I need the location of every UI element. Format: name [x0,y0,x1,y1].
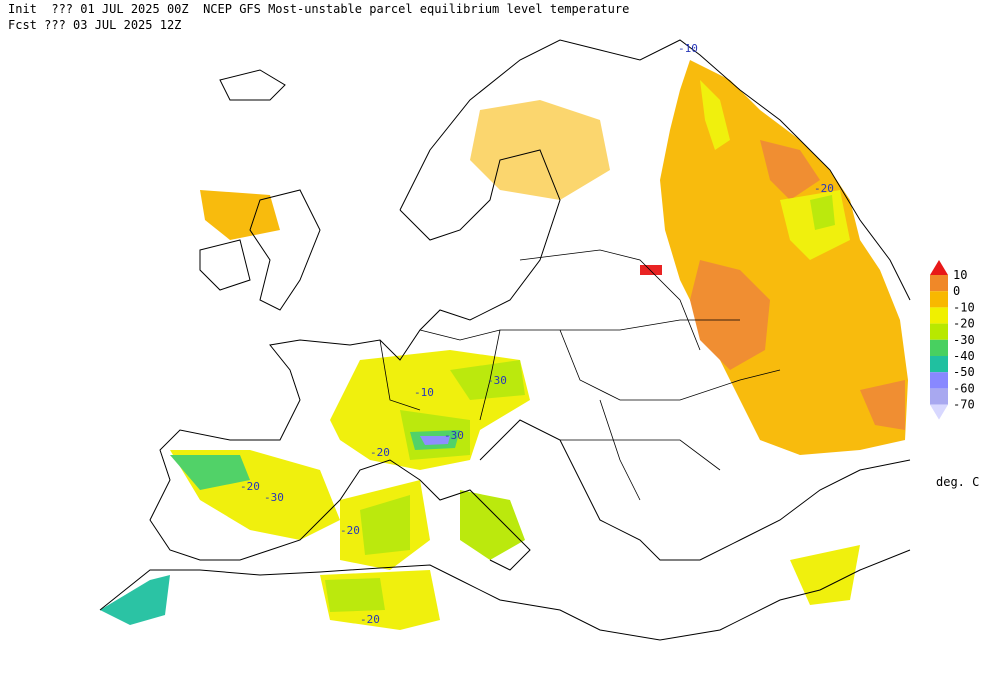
contour-label: -20 [814,182,834,195]
legend-label: 10 [953,268,967,282]
field-patch [810,195,835,230]
legend-label: -20 [953,317,975,331]
contour-label: -30 [487,374,507,387]
legend-label: -70 [953,398,975,412]
field-patch [420,436,450,445]
coastline [399,39,911,301]
contour-label: -30 [444,429,464,442]
contour-label: -20 [340,524,360,537]
field-patch [790,545,860,605]
legend-label: 0 [953,284,960,298]
legend-label: -30 [953,333,975,347]
legend-swatch [930,404,948,420]
coastline [249,189,321,311]
field-patch [360,495,410,555]
contour-labels: -10 -20 -30 -10 -30 -20 -20 -30 -20 -20 [240,42,834,626]
header-line: Init ??? 01 JUL 2025 00Z NCEP GFS Most-u… [8,2,629,16]
field-patch [100,575,170,625]
contour-label: -10 [678,42,698,55]
field-patch [325,578,385,612]
header-line: Fcst ??? 03 JUL 2025 12Z [8,18,181,32]
contour-label: -20 [240,480,260,493]
legend-swatch [930,291,948,308]
legend-swatch [930,339,948,356]
field-patch [200,190,280,240]
legend-swatch [930,323,948,340]
legend-swatch [930,275,948,292]
legend-label: -10 [953,300,975,314]
border [379,249,781,501]
legend-swatch [930,260,948,275]
legend-swatch [930,372,948,389]
contour-label: -10 [414,386,434,399]
legend: 10 0 -10 -20 -30 -40 -50 -60 -70 [930,260,975,420]
coastline [149,149,561,571]
coastline [219,69,286,101]
field-patch [170,455,250,490]
legend-swatch [930,388,948,405]
contour-label: -30 [264,491,284,504]
field-patch [460,490,525,560]
legend-swatch [930,307,948,324]
coastline [199,239,251,291]
field-patch [860,380,905,430]
legend-label: -40 [953,349,975,363]
legend-label: -60 [953,381,975,395]
field-patch [640,265,662,275]
field-patch [690,260,770,370]
field-patch [700,80,730,150]
field-patch [450,360,525,400]
contour-label: -20 [370,446,390,459]
legend-unit: deg. C [936,475,979,489]
field [100,60,908,630]
coastline [99,549,911,641]
field-patch [760,140,820,200]
legend-swatch [930,356,948,373]
legend-label: -50 [953,365,975,379]
contour-label: -20 [360,613,380,626]
coastlines [99,39,911,641]
